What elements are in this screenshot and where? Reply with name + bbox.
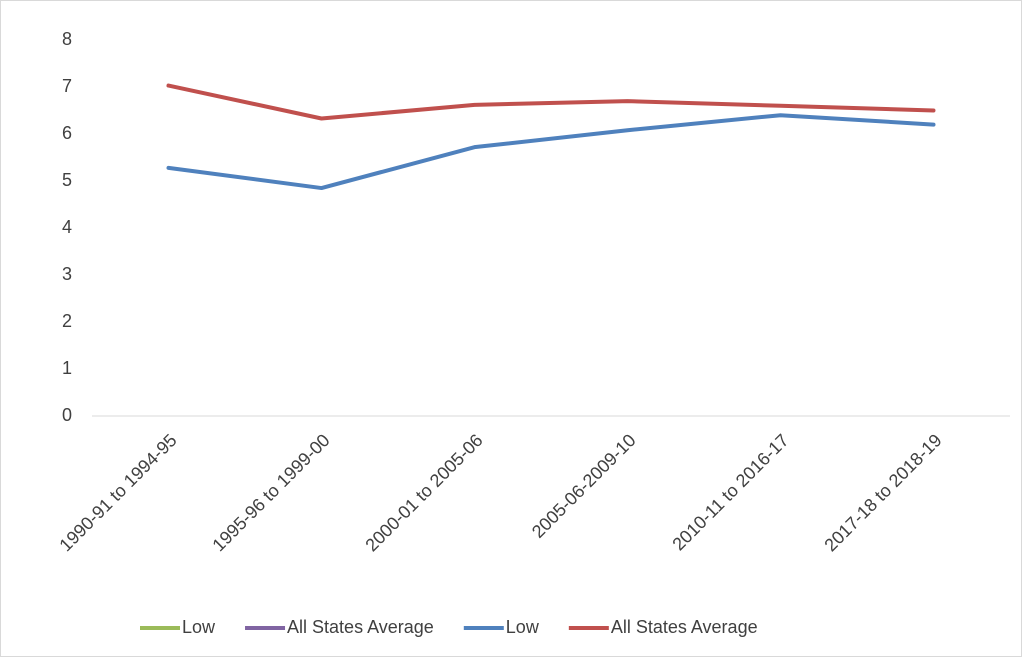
- legend-label: Low: [182, 617, 216, 637]
- y-tick-label: 5: [62, 170, 72, 190]
- y-tick-label: 3: [62, 264, 72, 284]
- legend-label: All States Average: [611, 617, 758, 637]
- y-tick-label: 6: [62, 123, 72, 143]
- y-tick-label: 2: [62, 311, 72, 331]
- series-line: [166, 83, 936, 121]
- legend-label: All States Average: [287, 617, 434, 637]
- y-tick-label: 0: [62, 405, 72, 425]
- legend-label: Low: [506, 617, 540, 637]
- y-tick-label: 8: [62, 29, 72, 49]
- y-tick-label: 7: [62, 76, 72, 96]
- series-line: [166, 113, 936, 191]
- y-tick-label: 1: [62, 358, 72, 378]
- y-tick-label: 4: [62, 217, 72, 237]
